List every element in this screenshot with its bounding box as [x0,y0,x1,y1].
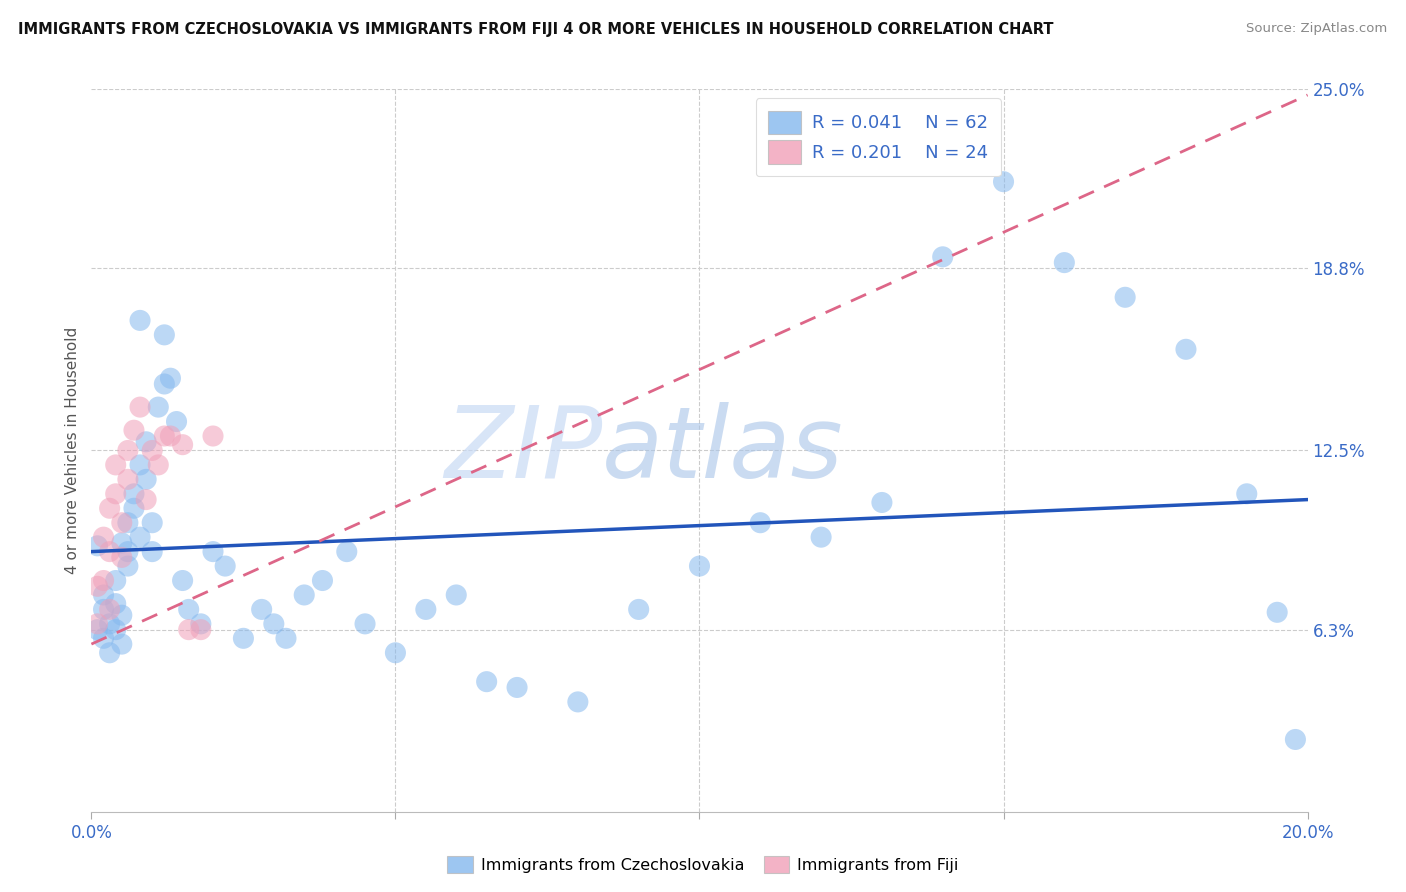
Y-axis label: 4 or more Vehicles in Household: 4 or more Vehicles in Household [65,326,80,574]
Point [354,616,377,631]
Point [129,400,152,414]
Point [250,602,273,616]
Point [159,371,181,385]
Point [1265,605,1288,619]
Point [135,434,157,449]
Point [117,516,139,530]
Point [111,536,134,550]
Point [141,544,163,558]
Point [129,313,152,327]
Point [506,681,529,695]
Point [749,516,772,530]
Point [311,574,333,588]
Text: IMMIGRANTS FROM CZECHOSLOVAKIA VS IMMIGRANTS FROM FIJI 4 OR MORE VEHICLES IN HOU: IMMIGRANTS FROM CZECHOSLOVAKIA VS IMMIGR… [18,22,1053,37]
Point [159,429,181,443]
Point [172,438,194,452]
Point [117,559,139,574]
Point [202,544,225,558]
Point [122,423,145,437]
Point [93,588,115,602]
Text: atlas: atlas [602,402,844,499]
Point [444,588,467,602]
Point [104,574,127,588]
Point [104,458,127,472]
Point [98,616,121,631]
Point [292,588,315,602]
Point [1114,290,1136,304]
Point [567,695,589,709]
Point [870,495,893,509]
Point [1174,343,1197,357]
Point [1053,255,1076,269]
Point [993,175,1015,189]
Point [117,443,139,458]
Point [232,632,254,646]
Point [104,597,127,611]
Text: Source: ZipAtlas.com: Source: ZipAtlas.com [1247,22,1388,36]
Point [93,530,115,544]
Point [263,616,285,631]
Point [122,487,145,501]
Point [214,559,236,574]
Point [93,602,115,616]
Point [190,623,212,637]
Point [153,429,176,443]
Point [93,632,115,646]
Point [336,544,359,558]
Point [104,623,127,637]
Point [98,501,121,516]
Point [274,632,297,646]
Text: ZIP: ZIP [444,402,602,499]
Point [122,501,145,516]
Point [627,602,650,616]
Point [117,544,139,558]
Point [172,574,194,588]
Point [177,602,200,616]
Point [86,579,108,593]
Point [153,327,176,342]
Point [93,574,115,588]
Point [148,400,170,414]
Point [1236,487,1258,501]
Point [931,250,953,264]
Point [86,616,108,631]
Point [688,559,710,574]
Point [98,544,121,558]
Point [135,472,157,486]
Point [129,458,152,472]
Point [135,492,157,507]
Point [202,429,225,443]
Point [111,516,134,530]
Point [129,530,152,544]
Point [98,646,121,660]
Point [153,376,176,391]
Point [111,608,134,623]
Point [117,472,139,486]
Point [104,487,127,501]
Point [166,415,188,429]
Point [1284,732,1306,747]
Point [190,616,212,631]
Point [810,530,832,544]
Legend: Immigrants from Czechoslovakia, Immigrants from Fiji: Immigrants from Czechoslovakia, Immigran… [441,849,965,880]
Point [141,443,163,458]
Point [177,623,200,637]
Point [111,637,134,651]
Legend: R = 0.041    N = 62, R = 0.201    N = 24: R = 0.041 N = 62, R = 0.201 N = 24 [756,98,1001,177]
Point [475,674,498,689]
Point [86,623,108,637]
Point [148,458,170,472]
Point [415,602,437,616]
Point [111,550,134,565]
Point [86,539,108,553]
Point [384,646,406,660]
Point [141,516,163,530]
Point [98,602,121,616]
